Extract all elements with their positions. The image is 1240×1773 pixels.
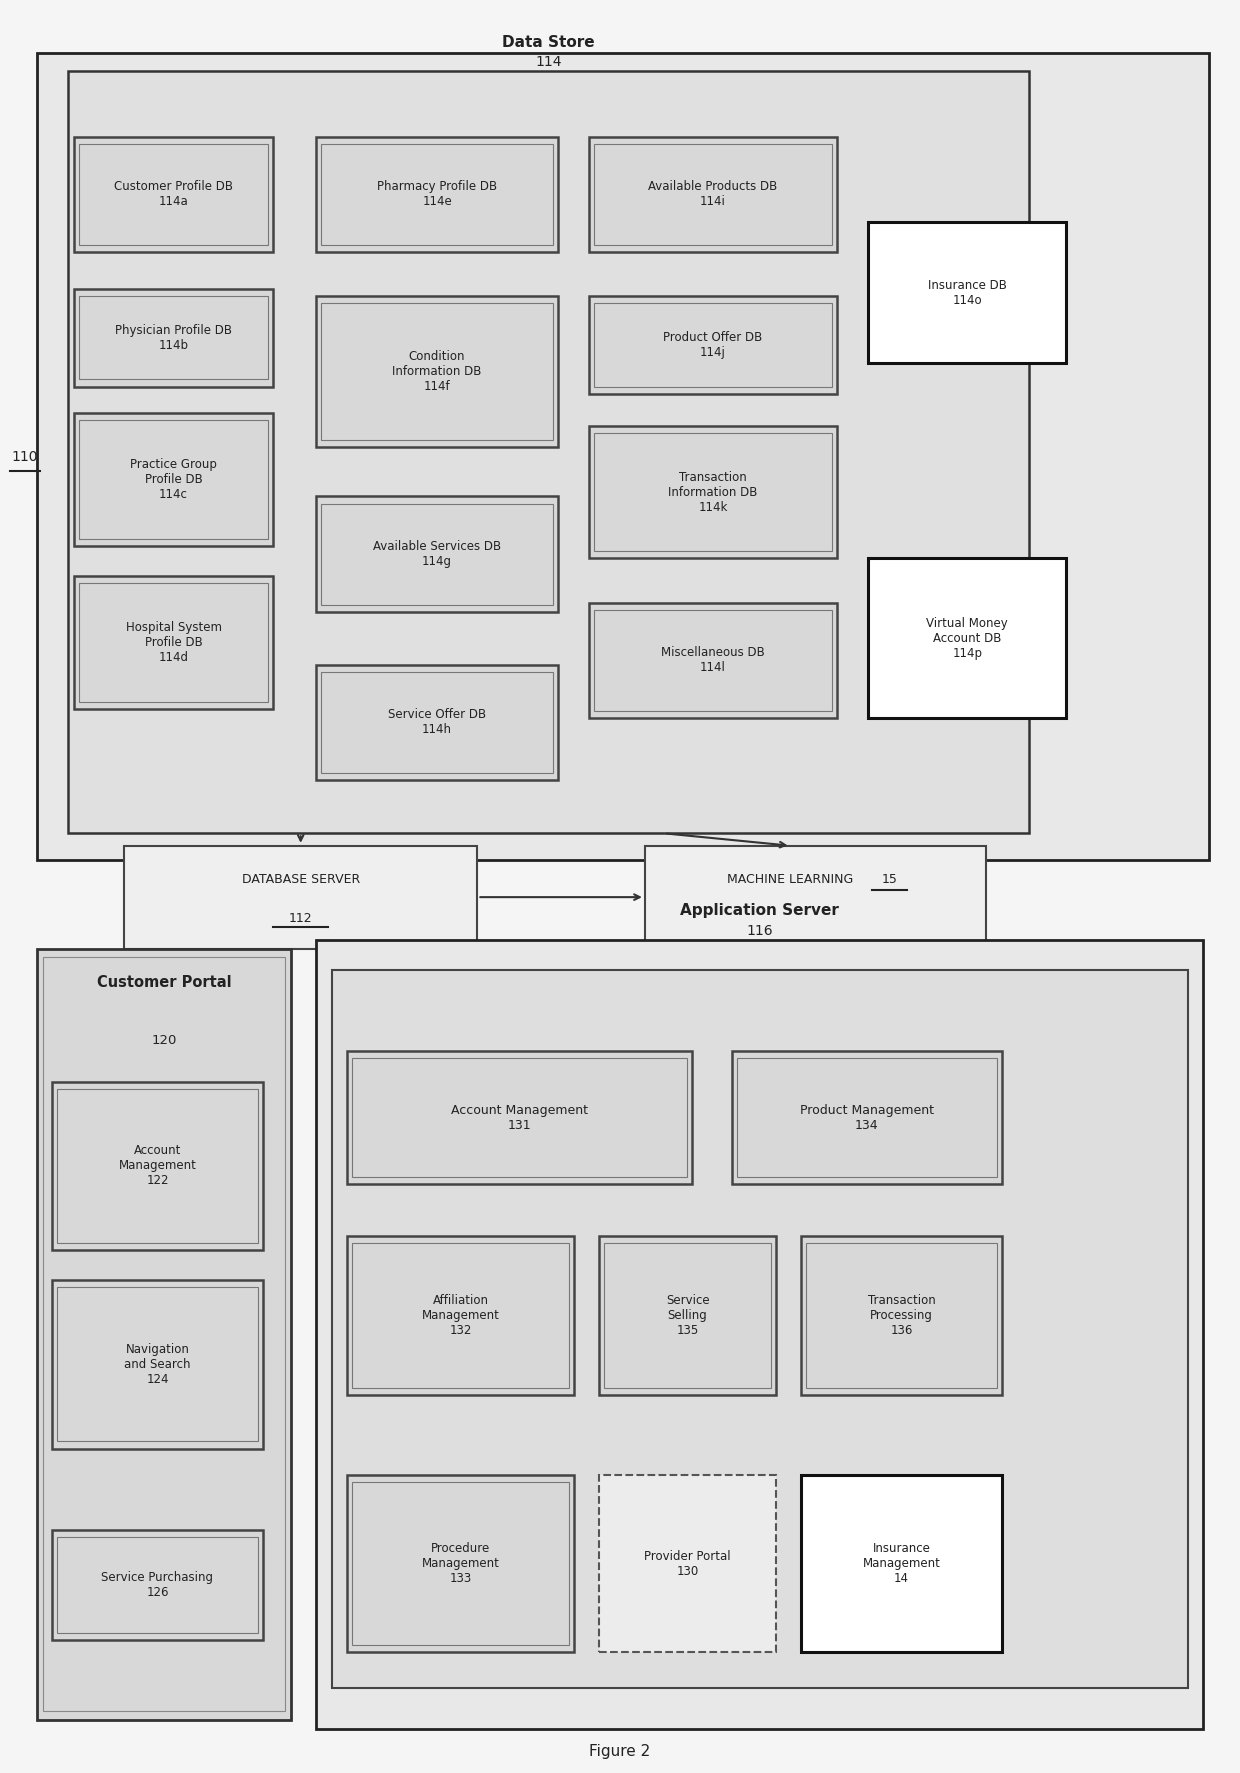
FancyBboxPatch shape [74, 137, 273, 252]
Text: Service Offer DB
114h: Service Offer DB 114h [388, 709, 486, 736]
FancyBboxPatch shape [347, 1236, 574, 1395]
Text: Condition
Information DB
114f: Condition Information DB 114f [392, 349, 482, 394]
Text: Customer Portal: Customer Portal [97, 975, 232, 989]
Text: Available Services DB
114g: Available Services DB 114g [373, 541, 501, 567]
FancyBboxPatch shape [332, 970, 1188, 1688]
FancyBboxPatch shape [599, 1236, 776, 1395]
Text: Account
Management
122: Account Management 122 [119, 1144, 196, 1188]
FancyBboxPatch shape [732, 1051, 1002, 1184]
FancyBboxPatch shape [52, 1530, 263, 1640]
Text: 114: 114 [536, 55, 562, 69]
FancyBboxPatch shape [52, 1280, 263, 1449]
Text: 110: 110 [11, 450, 38, 463]
Text: Transaction
Information DB
114k: Transaction Information DB 114k [668, 470, 758, 514]
Text: Available Products DB
114i: Available Products DB 114i [649, 181, 777, 207]
FancyBboxPatch shape [316, 296, 558, 447]
Text: Transaction
Processing
136: Transaction Processing 136 [868, 1294, 935, 1337]
FancyBboxPatch shape [74, 576, 273, 709]
FancyBboxPatch shape [37, 53, 1209, 860]
Text: Account Management
131: Account Management 131 [451, 1105, 588, 1131]
FancyBboxPatch shape [74, 289, 273, 387]
FancyBboxPatch shape [589, 603, 837, 718]
Text: Pharmacy Profile DB
114e: Pharmacy Profile DB 114e [377, 181, 497, 207]
FancyBboxPatch shape [74, 413, 273, 546]
FancyBboxPatch shape [589, 296, 837, 394]
FancyBboxPatch shape [599, 1475, 776, 1652]
FancyBboxPatch shape [645, 846, 986, 949]
Text: Service Purchasing
126: Service Purchasing 126 [102, 1571, 213, 1599]
FancyBboxPatch shape [37, 949, 291, 1720]
Text: Application Server: Application Server [680, 904, 839, 918]
FancyBboxPatch shape [801, 1475, 1002, 1652]
FancyBboxPatch shape [316, 665, 558, 780]
Text: Insurance DB
114o: Insurance DB 114o [928, 278, 1007, 307]
Text: 116: 116 [746, 924, 773, 938]
Text: Product Management
134: Product Management 134 [800, 1105, 934, 1131]
FancyBboxPatch shape [589, 137, 837, 252]
FancyBboxPatch shape [52, 1082, 263, 1250]
Text: Figure 2: Figure 2 [589, 1745, 651, 1759]
Text: Provider Portal
130: Provider Portal 130 [645, 1550, 730, 1578]
Text: Insurance
Management
14: Insurance Management 14 [863, 1543, 940, 1585]
FancyBboxPatch shape [124, 846, 477, 949]
Text: Customer Profile DB
114a: Customer Profile DB 114a [114, 181, 233, 207]
FancyBboxPatch shape [868, 222, 1066, 363]
FancyBboxPatch shape [347, 1051, 692, 1184]
FancyBboxPatch shape [589, 426, 837, 558]
Text: MACHINE LEARNING: MACHINE LEARNING [728, 872, 853, 886]
Text: Service
Selling
135: Service Selling 135 [666, 1294, 709, 1337]
FancyBboxPatch shape [316, 137, 558, 252]
Text: Hospital System
Profile DB
114d: Hospital System Profile DB 114d [125, 621, 222, 665]
FancyBboxPatch shape [316, 940, 1203, 1729]
Text: Product Offer DB
114j: Product Offer DB 114j [663, 332, 763, 358]
Text: Miscellaneous DB
114l: Miscellaneous DB 114l [661, 647, 765, 674]
FancyBboxPatch shape [68, 71, 1029, 833]
Text: Physician Profile DB
114b: Physician Profile DB 114b [115, 324, 232, 351]
Text: Practice Group
Profile DB
114c: Practice Group Profile DB 114c [130, 457, 217, 502]
FancyBboxPatch shape [868, 558, 1066, 718]
Text: Navigation
and Search
124: Navigation and Search 124 [124, 1342, 191, 1386]
Text: Data Store: Data Store [502, 35, 595, 50]
Text: Affiliation
Management
132: Affiliation Management 132 [422, 1294, 500, 1337]
Text: DATABASE SERVER: DATABASE SERVER [242, 872, 360, 886]
FancyBboxPatch shape [316, 496, 558, 612]
Text: Virtual Money
Account DB
114p: Virtual Money Account DB 114p [926, 617, 1008, 660]
Text: Procedure
Management
133: Procedure Management 133 [422, 1543, 500, 1585]
FancyBboxPatch shape [347, 1475, 574, 1652]
Text: 112: 112 [289, 911, 312, 926]
Text: 15: 15 [882, 872, 898, 886]
Text: 120: 120 [151, 1034, 177, 1046]
FancyBboxPatch shape [801, 1236, 1002, 1395]
